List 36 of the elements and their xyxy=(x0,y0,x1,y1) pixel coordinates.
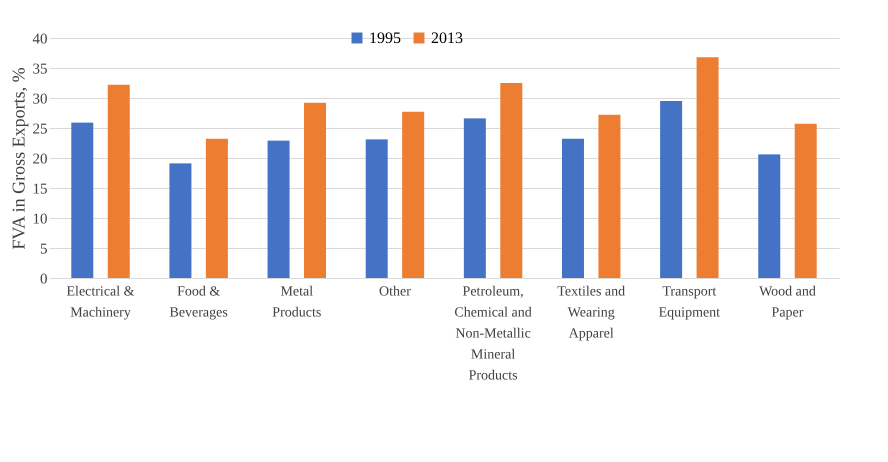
y-axis-title: FVA in Gross Exports, % xyxy=(8,67,28,250)
y-tick-label: 20 xyxy=(32,152,48,168)
y-tick-label: 40 xyxy=(32,32,48,48)
y-tick-label: 0 xyxy=(40,272,48,288)
x-tick-label: Electrical & Machinery xyxy=(66,284,135,320)
bar xyxy=(660,101,682,278)
bar xyxy=(71,122,94,278)
bar xyxy=(696,57,719,278)
bar xyxy=(108,84,130,278)
y-tick-label: 15 xyxy=(32,182,48,198)
y-tick-label: 35 xyxy=(32,62,48,78)
legend-label: 2013 xyxy=(431,30,463,47)
bar xyxy=(794,124,817,278)
bar xyxy=(169,163,192,278)
y-tick-label: 5 xyxy=(40,242,48,258)
x-tick-label: Transport Equipment xyxy=(658,284,720,320)
x-tick-label: Petroleum, Chemical and Non-Metallic Mineral Products xyxy=(454,284,532,384)
y-tick-label: 10 xyxy=(32,212,48,228)
bar xyxy=(366,139,388,278)
bar xyxy=(268,140,290,278)
bar xyxy=(598,114,620,278)
x-tick-label: Wood and Paper xyxy=(759,284,816,320)
y-tick-label: 25 xyxy=(32,122,48,138)
bar xyxy=(500,83,522,278)
bar xyxy=(402,112,424,278)
legend-label: 1995 xyxy=(369,30,401,47)
y-tick-label: 30 xyxy=(32,92,48,108)
bar xyxy=(304,102,326,278)
bar xyxy=(206,138,228,278)
bar xyxy=(562,138,584,278)
x-tick-label: Food & Beverages xyxy=(170,284,228,320)
bar xyxy=(464,118,486,278)
x-tick-label: Other xyxy=(378,284,412,300)
x-tick-label: Metal Products xyxy=(272,284,322,320)
x-tick-label: Textiles and Wearing Apparel xyxy=(557,284,626,342)
bar xyxy=(758,154,780,278)
